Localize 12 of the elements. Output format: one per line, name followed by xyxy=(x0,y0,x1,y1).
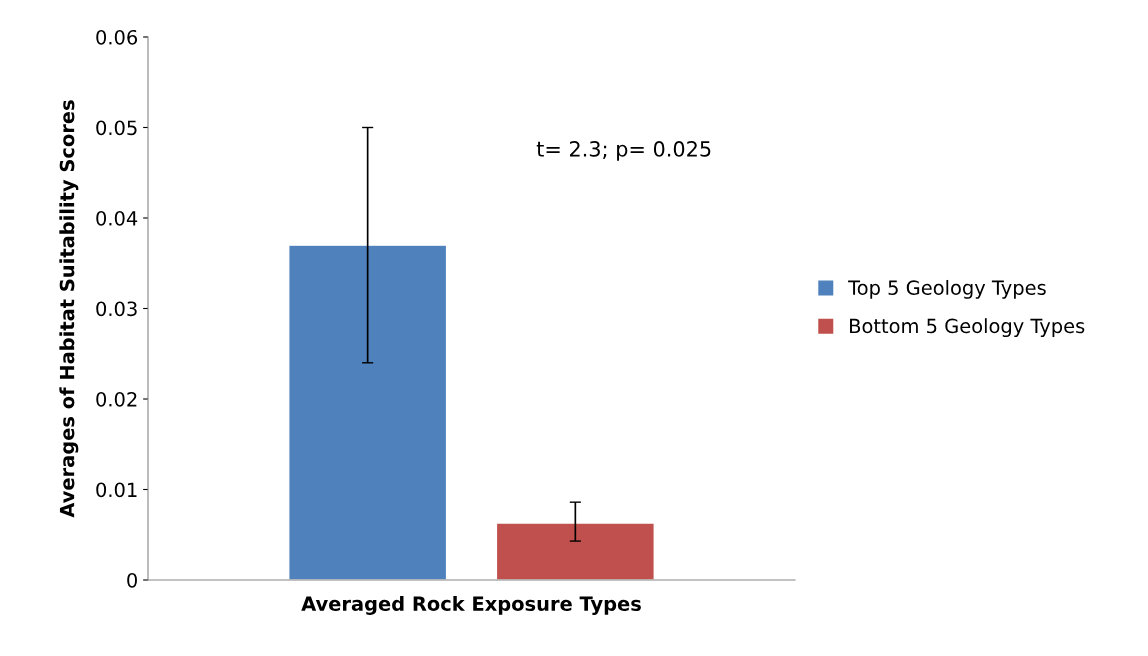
y-tick-label: 0.06 xyxy=(96,29,138,45)
x-axis-title: Averaged Rock Exposure Types xyxy=(301,595,641,615)
y-axis-title: Averages of Habitat Suitability Scores xyxy=(59,100,79,518)
y-tick-label: 0.04 xyxy=(96,210,138,226)
y-tick-label: 0.03 xyxy=(96,301,137,317)
legend-label: Bottom 5 Geology Types xyxy=(850,318,1085,338)
y-tick-label: 0.05 xyxy=(96,120,137,136)
annotation: t= 2.3; p= 0.025 xyxy=(536,141,711,161)
legend-label: Top 5 Geology Types xyxy=(848,279,1046,299)
y-tick-label: 0 xyxy=(127,572,137,588)
y-tick-label: 0.01 xyxy=(96,482,137,498)
y-tick-label: 0.02 xyxy=(96,391,137,407)
